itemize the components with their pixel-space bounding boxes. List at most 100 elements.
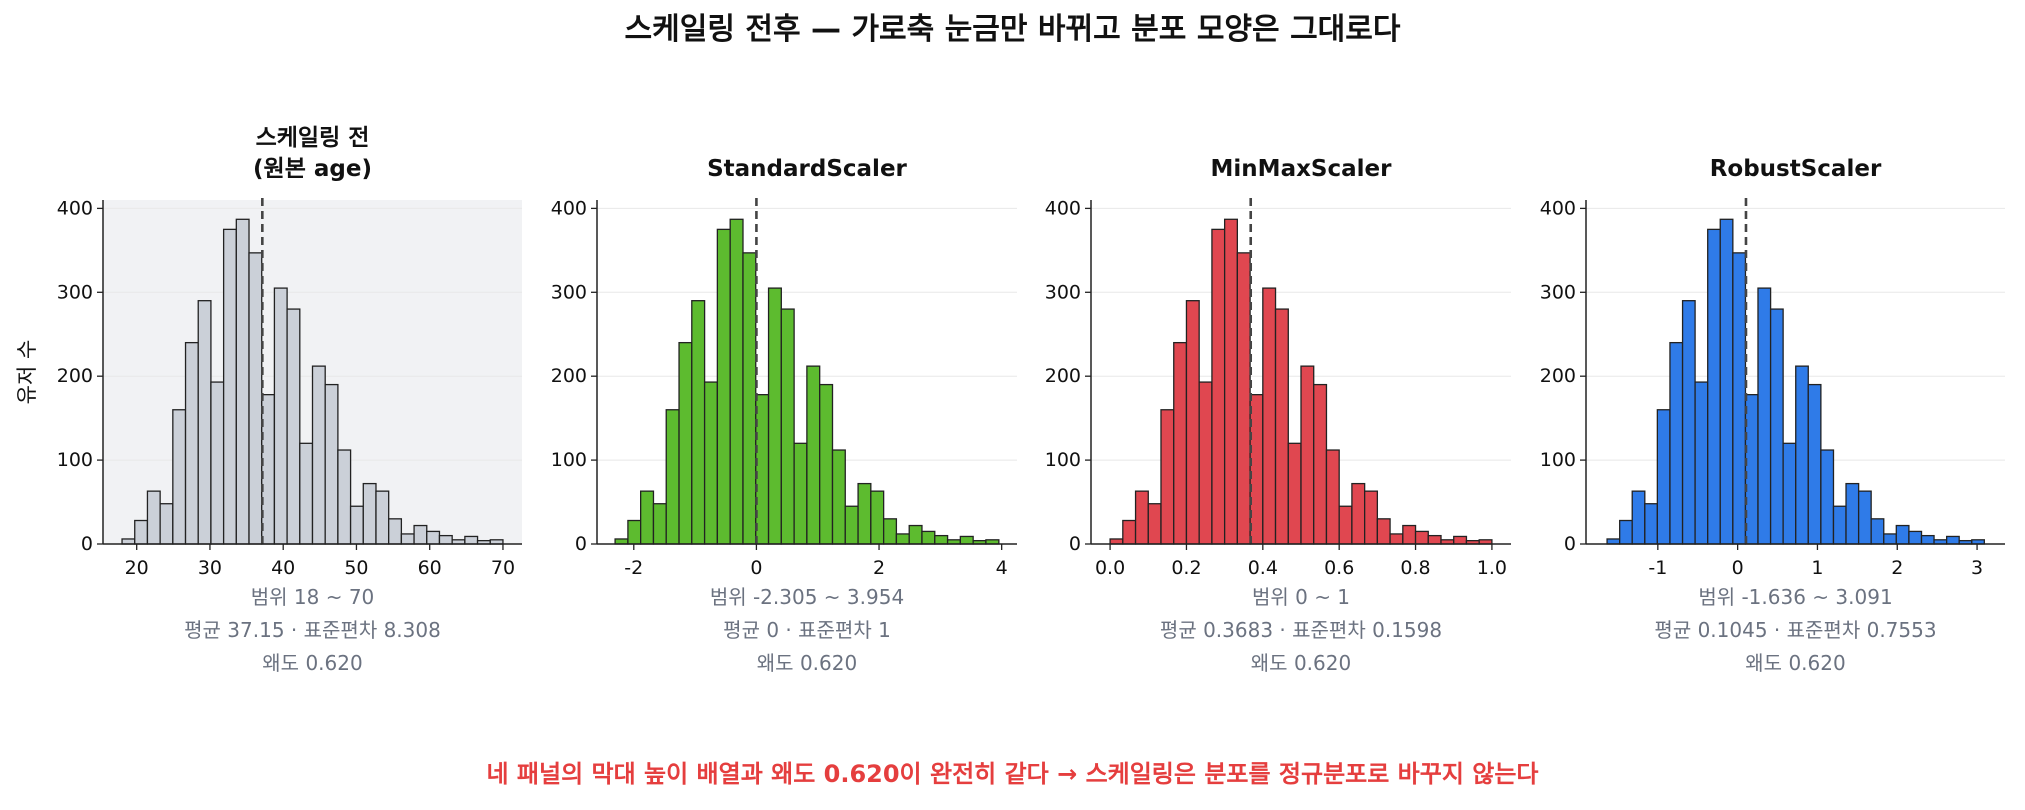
histogram-bar (1782, 442, 1797, 545)
histogram-bar (299, 442, 314, 545)
y-tick-label: 200 (1045, 365, 1081, 387)
histogram-bar (665, 409, 680, 545)
histogram-bar (755, 394, 770, 545)
histogram-bar (1707, 228, 1721, 545)
histogram-bar (895, 533, 910, 545)
histogram-bar (1223, 218, 1239, 545)
x-tick-label: 2 (873, 557, 885, 579)
histogram-bar (959, 535, 974, 545)
histogram-bar (908, 524, 923, 545)
x-tick-label: 0.6 (1324, 557, 1354, 579)
histogram-bar (627, 519, 642, 545)
histogram-bar (780, 308, 795, 545)
histogram-bar (1845, 482, 1860, 545)
panel-stats: 범위 -1.636 ~ 3.091 (1698, 585, 1892, 609)
x-tick-label: -2 (624, 557, 643, 579)
x-tick-label: -1 (1648, 557, 1667, 579)
y-axis-label: 유저 수 (15, 340, 39, 405)
histogram-bar (1744, 394, 1759, 545)
histogram-bar (1109, 538, 1124, 545)
histogram-bar (1857, 490, 1872, 545)
histogram-bar (1769, 308, 1784, 545)
histogram-bar (1908, 530, 1923, 545)
histogram-bar (742, 252, 757, 545)
histogram-bar (337, 449, 352, 545)
y-tick-label: 100 (57, 449, 93, 471)
histogram-bar (1757, 287, 1772, 545)
panel-stats: 범위 0 ~ 1 (1252, 585, 1350, 609)
panel-stats: 평균 0.1045 · 표준편차 0.7553 (1654, 618, 1936, 642)
histogram-bar (1631, 490, 1646, 545)
histogram-bar (1681, 300, 1696, 545)
histogram-bar (921, 530, 936, 545)
y-tick-label: 100 (1045, 449, 1081, 471)
histogram-bar (1389, 533, 1404, 545)
histogram-bar (261, 394, 276, 545)
histogram-bar (121, 538, 136, 545)
histogram-bar (1185, 300, 1200, 545)
histogram-bar (844, 505, 859, 545)
histogram-bar (248, 252, 263, 545)
histogram-bar (767, 287, 782, 545)
histogram-bar (1122, 519, 1137, 545)
histogram-bar (640, 490, 655, 545)
x-tick-label: 0.8 (1400, 557, 1430, 579)
histogram-bar (1895, 524, 1910, 545)
histogram-bar (1313, 383, 1328, 545)
panel-stats: 왜도 0.620 (262, 651, 362, 675)
histogram-bar (426, 530, 441, 545)
histogram-bar (1656, 409, 1671, 545)
y-tick-label: 400 (551, 197, 587, 219)
x-tick-label: 0.4 (1248, 557, 1278, 579)
histogram-bar (273, 287, 288, 545)
histogram-bar (1946, 535, 1960, 545)
x-tick-label: 0.2 (1171, 557, 1201, 579)
histogram-bar (1351, 482, 1366, 545)
histogram-bar (1300, 365, 1315, 545)
x-tick-label: 50 (344, 557, 368, 579)
histogram-bar (882, 518, 898, 545)
panel-title: MinMaxScaler (1211, 156, 1393, 182)
panel-stats: 평균 0.3683 · 표준편차 0.1598 (1160, 618, 1442, 642)
y-tick-label: 400 (1045, 197, 1081, 219)
histogram-bar (1920, 534, 1935, 545)
histogram-bar (464, 535, 479, 545)
histogram-bar (1134, 490, 1149, 545)
histogram-bar (614, 538, 629, 545)
histogram-bar (1807, 383, 1822, 545)
histogram-bar (146, 490, 161, 545)
histogram-bar (210, 381, 225, 545)
histogram-bar (438, 534, 453, 545)
histogram-bar (678, 341, 693, 545)
x-tick-label: 30 (198, 557, 222, 579)
y-tick-label: 300 (1045, 281, 1081, 303)
x-tick-label: 1 (1811, 557, 1823, 579)
panel-stats: 범위 18 ~ 70 (251, 585, 375, 609)
histogram-bar (1820, 449, 1835, 545)
histogram-bar (1338, 505, 1353, 545)
histogram-bar (1363, 490, 1379, 545)
y-tick-label: 0 (1069, 533, 1081, 555)
histogram-bar (1719, 218, 1734, 545)
y-tick-label: 200 (551, 365, 587, 387)
histogram-bar (1606, 538, 1621, 545)
figure-footnote: 네 패널의 막대 높이 배열과 왜도 0.620이 완전히 같다 → 스케일링은… (486, 760, 1539, 788)
histogram-bar (652, 503, 667, 545)
y-tick-label: 300 (551, 281, 587, 303)
histogram-bar (286, 308, 301, 545)
histogram-bar (1325, 449, 1340, 545)
x-tick-label: 3 (1971, 557, 1983, 579)
histogram-bar (1173, 341, 1188, 545)
x-tick-label: 40 (271, 557, 295, 579)
y-tick-label: 100 (1540, 449, 1576, 471)
histogram-bar (831, 449, 846, 545)
histogram-bar (184, 341, 199, 545)
histogram-bar (1160, 409, 1175, 545)
histogram-bar (1619, 519, 1633, 545)
histogram-bar (806, 365, 821, 545)
histogram-bar (1732, 252, 1747, 545)
panel-stats: 평균 37.15 · 표준편차 8.308 (184, 618, 441, 642)
histogram-bar (1376, 518, 1391, 545)
histogram-bar (793, 442, 808, 545)
